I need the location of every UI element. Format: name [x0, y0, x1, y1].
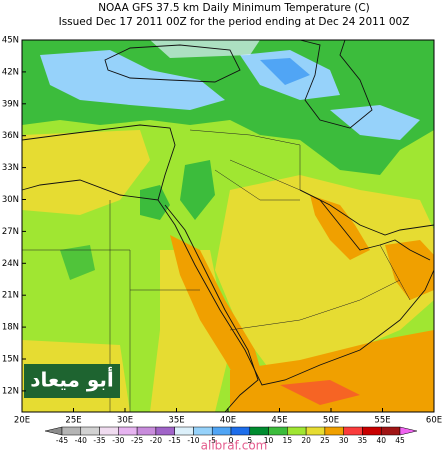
colorbar-label: -15: [169, 436, 181, 445]
colorbar-cell: [230, 426, 251, 436]
colorbar-label: -5: [208, 436, 216, 445]
country-border: [22, 249, 131, 412]
colorbar-label: 25: [320, 436, 330, 445]
lat-label: 27N: [2, 227, 19, 237]
colorbar-cell: [193, 426, 213, 436]
lat-label: 42N: [2, 67, 19, 77]
colorbar-cell: [118, 426, 138, 436]
temp-zone: [22, 130, 150, 215]
red-sea-west: [164, 204, 259, 413]
temp-zone: [385, 240, 434, 300]
lon-label: 35E: [168, 416, 184, 426]
mediterranean: [21, 124, 176, 201]
colorbar-cell: [343, 426, 363, 436]
colorbar-label: -20: [150, 436, 162, 445]
colorbar-cell: [136, 426, 157, 436]
logo-text: أبو ميعاد: [30, 366, 113, 392]
lon-label: 25E: [65, 416, 81, 426]
colorbar-label: 20: [301, 436, 311, 445]
colorbar-label: 10: [264, 436, 274, 445]
colorbar-label: -30: [112, 436, 124, 445]
lat-label: 39N: [2, 99, 19, 109]
colorbar-label: 35: [358, 436, 368, 445]
colorbar-cell: [268, 426, 288, 436]
colorbar: -45 -40 -35 -30 -25 -20 -15 -10 -5 0 5 10 15 20 25 30 35…: [44, 426, 418, 445]
colorbar-label: 5: [247, 436, 252, 445]
coastlines: [21, 39, 435, 413]
colorbar-cell: [211, 426, 232, 436]
colorbar-label: 15: [283, 436, 293, 445]
lat-label: 21N: [2, 291, 19, 301]
colorbar-cell: [61, 426, 82, 436]
lon-label: 50E: [323, 416, 339, 426]
colorbar-label: -40: [75, 436, 87, 445]
black-sea: [104, 44, 241, 83]
lon-label: 45E: [271, 416, 287, 426]
colorbar-cell: [305, 426, 326, 436]
colorbar-cell: [287, 426, 307, 436]
colorbar-cell: [44, 426, 63, 436]
lat-label: 12N: [2, 386, 19, 396]
title-line: Issued Dec 17 2011 00Z for the period en…: [59, 16, 410, 28]
colorbar-label: -25: [131, 436, 143, 445]
temp-zone: [170, 235, 265, 395]
lon-label: 55E: [374, 416, 390, 426]
country-border: [229, 244, 411, 331]
colorbar-cell: [362, 426, 382, 436]
temp-zone: [230, 330, 434, 412]
colorbar-cell: [380, 426, 401, 436]
temp-zone: [280, 380, 360, 405]
gulf-coast: [299, 189, 431, 261]
temp-zone: [60, 245, 95, 280]
temp-zone: [40, 50, 225, 110]
lat-label: 33N: [2, 163, 19, 173]
colorbar-cell: [324, 426, 344, 436]
temp-zone: [260, 58, 310, 85]
colorbar-label: -35: [93, 436, 105, 445]
colorbar-label: 30: [339, 436, 349, 445]
colorbar-label: 0: [229, 436, 234, 445]
caspian-sea: [299, 39, 373, 129]
colorbar-label: -45: [56, 436, 68, 445]
temp-zone: [180, 160, 215, 220]
colorbar-cell: [174, 426, 194, 436]
logo-box: [24, 364, 120, 398]
lon-label: 30E: [117, 416, 133, 426]
lat-label: 24N: [2, 259, 19, 269]
colorbar-cell: [80, 426, 100, 436]
colorbar-cell: [155, 426, 175, 436]
lat-label: 18N: [2, 323, 19, 333]
lat-label: 30N: [2, 195, 19, 205]
colorbar-label: -10: [187, 436, 199, 445]
temp-zone: [150, 40, 260, 58]
temp-zone: [330, 105, 420, 140]
lat-label: 36N: [2, 131, 19, 141]
lat-label: 15N: [2, 355, 19, 365]
iran-coast: [299, 189, 435, 236]
lon-label: 40E: [220, 416, 236, 426]
title-line: NOAA GFS 37.5 km Daily Minimum Temperatu…: [98, 2, 370, 14]
colorbar-cell: [99, 426, 119, 436]
lat-label: 45N: [2, 36, 19, 46]
colorbar-label: 40: [376, 436, 386, 445]
map-field: [22, 40, 434, 412]
arabia-coast: [157, 199, 435, 386]
temp-zone: [140, 185, 170, 220]
colorbar-cell: [249, 426, 269, 436]
colorbar-label: 45: [395, 436, 405, 445]
lon-label: 20E: [14, 416, 30, 426]
colorbar-cell: [399, 426, 418, 436]
lon-label: 60E: [426, 416, 442, 426]
site-watermark: alibraf.com: [201, 439, 268, 453]
temp-zone: [215, 175, 434, 370]
country-border: [189, 129, 301, 201]
